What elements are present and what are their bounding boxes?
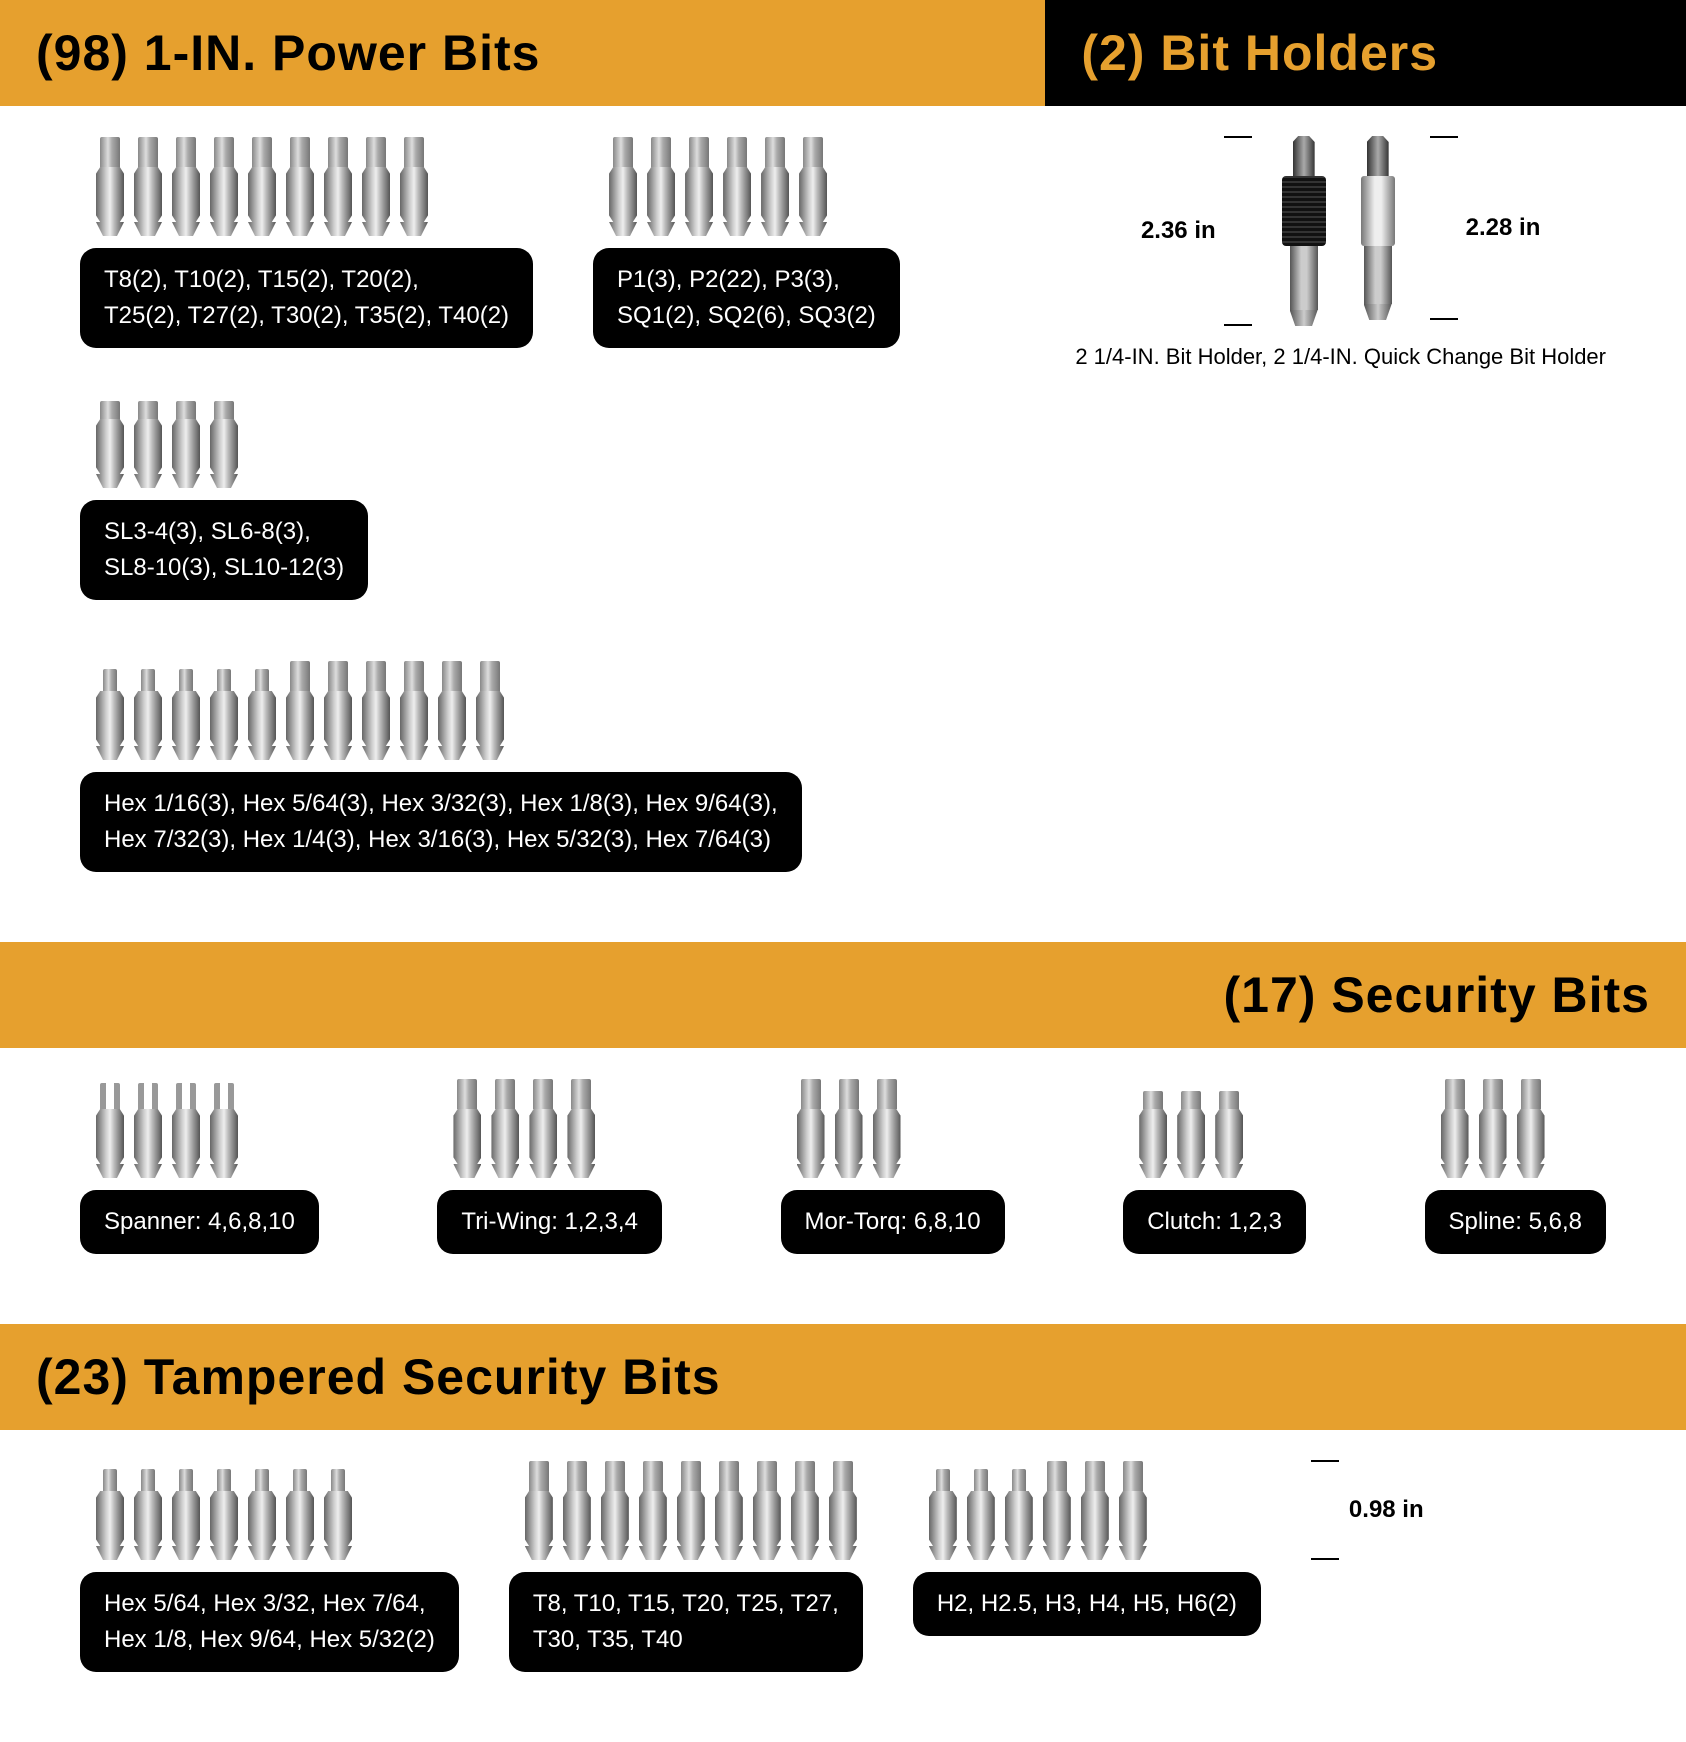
label-triwing: Tri-Wing: 1,2,3,4 (437, 1190, 662, 1254)
header-row-1: (98) 1-IN. Power Bits (2) Bit Holders (0, 0, 1686, 106)
dim-bit-height-text: 0.98 in (1349, 1496, 1424, 1524)
bit-group-clutch: Clutch: 1,2,3 (1123, 1078, 1306, 1254)
bits-torx (80, 136, 430, 236)
label-spanner: Spanner: 4,6,8,10 (80, 1190, 319, 1254)
bit-group-tampered-h: H2, H2.5, H3, H4, H5, H6(2) (913, 1460, 1261, 1636)
bit-holder-quick-change (1282, 136, 1326, 326)
label-slotted: SL3-4(3), SL6-8(3), SL8-10(3), SL10-12(3… (80, 500, 368, 600)
label-clutch: Clutch: 1,2,3 (1123, 1190, 1306, 1254)
label-torx: T8(2), T10(2), T15(2), T20(2), T25(2), T… (80, 248, 533, 348)
section-security-bits: Spanner: 4,6,8,10 Tri-Wing: 1,2,3,4 Mor-… (0, 1048, 1686, 1324)
bits-slotted (80, 388, 240, 488)
bit-group-spanner: Spanner: 4,6,8,10 (80, 1078, 319, 1254)
dim-bracket-right-icon (1430, 136, 1458, 320)
dim-right: 2.28 in (1466, 214, 1541, 242)
bit-group-tampered-hex: Hex 5/64, Hex 3/32, Hex 7/64, Hex 1/8, H… (80, 1460, 459, 1672)
label-tampered-torx: T8, T10, T15, T20, T25, T27, T30, T35, T… (509, 1572, 863, 1672)
header-tampered-bits: (23) Tampered Security Bits (0, 1324, 1686, 1430)
header-power-bits: (98) 1-IN. Power Bits (0, 0, 1045, 106)
bits-phillips-sq (593, 136, 829, 236)
label-mortorq: Mor-Torq: 6,8,10 (781, 1190, 1005, 1254)
label-hex: Hex 1/16(3), Hex 5/64(3), Hex 3/32(3), H… (80, 772, 802, 872)
section-power-bits: T8(2), T10(2), T15(2), T20(2), T25(2), T… (0, 106, 1686, 942)
bit-group-triwing: Tri-Wing: 1,2,3,4 (437, 1078, 662, 1254)
bit-group-tampered-torx: T8, T10, T15, T20, T25, T27, T30, T35, T… (509, 1460, 863, 1672)
label-spline: Spline: 5,6,8 (1425, 1190, 1606, 1254)
bit-holder-description: 2 1/4-IN. Bit Holder, 2 1/4-IN. Quick Ch… (1075, 342, 1606, 373)
bit-holders-row: 2.36 in 2.28 in (1141, 136, 1540, 326)
section-tampered-bits: Hex 5/64, Hex 3/32, Hex 7/64, Hex 1/8, H… (0, 1430, 1686, 1742)
label-tampered-h: H2, H2.5, H3, H4, H5, H6(2) (913, 1572, 1261, 1636)
bit-group-spline: Spline: 5,6,8 (1425, 1078, 1606, 1254)
label-tampered-hex: Hex 5/64, Hex 3/32, Hex 7/64, Hex 1/8, H… (80, 1572, 459, 1672)
dim-left: 2.36 in (1141, 217, 1216, 245)
bit-group-phillips-sq: P1(3), P2(22), P3(3), SQ1(2), SQ2(6), SQ… (593, 136, 900, 348)
header-security-bits: (17) Security Bits (0, 942, 1686, 1048)
bit-group-hex: Hex 1/16(3), Hex 5/64(3), Hex 3/32(3), H… (80, 660, 802, 872)
bit-holders-column: 2.36 in 2.28 in 2 1/4-IN. Bit Holder, 2 … (1075, 136, 1606, 912)
bit-group-slotted: SL3-4(3), SL6-8(3), SL8-10(3), SL10-12(3… (80, 388, 368, 600)
bits-hex (80, 660, 506, 760)
bit-holder-standard (1356, 136, 1400, 320)
dim-bracket-left-icon (1224, 136, 1252, 326)
bit-group-mortorq: Mor-Torq: 6,8,10 (781, 1078, 1005, 1254)
header-bit-holders: (2) Bit Holders (1045, 0, 1686, 106)
dim-bit-height: 0.98 in (1311, 1460, 1424, 1560)
bit-group-torx: T8(2), T10(2), T15(2), T20(2), T25(2), T… (80, 136, 533, 348)
label-phillips-sq: P1(3), P2(22), P3(3), SQ1(2), SQ2(6), SQ… (593, 248, 900, 348)
dim-bracket-small-icon (1311, 1460, 1339, 1560)
